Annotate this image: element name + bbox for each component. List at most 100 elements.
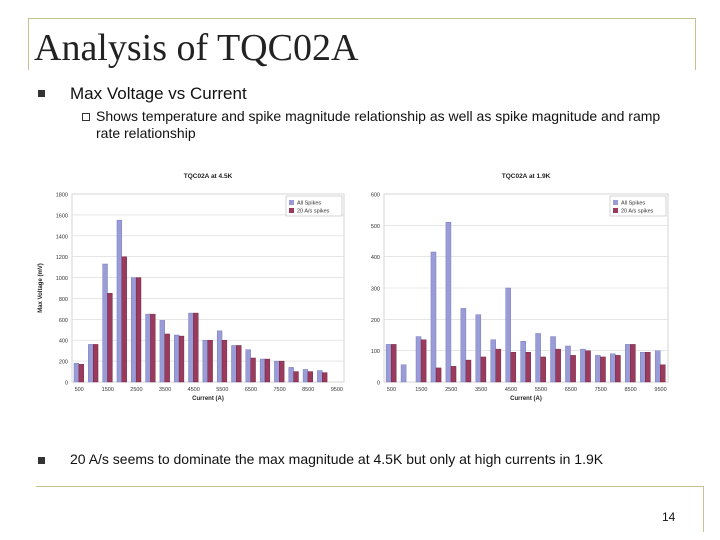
bar [131, 277, 137, 383]
bar [116, 219, 123, 383]
legend-label: 20 A/s spikes [621, 209, 654, 215]
frame-left-rule [28, 18, 29, 70]
y-tick-label: 300 [371, 287, 380, 293]
bar [430, 251, 437, 383]
bar [660, 364, 666, 383]
bar [164, 333, 170, 383]
bar [460, 308, 467, 383]
bar [495, 348, 502, 383]
bar [250, 357, 256, 383]
x-tick-label: 4500 [505, 387, 517, 393]
x-tick-label: 3500 [475, 387, 487, 393]
bar [150, 313, 156, 383]
frame-bottom-right-rule [703, 486, 704, 532]
bar [615, 355, 621, 383]
bar [585, 350, 591, 383]
bar [121, 256, 127, 383]
legend-swatch [289, 208, 294, 213]
frame-bottom-rule [36, 486, 704, 487]
bar [107, 293, 113, 383]
bar [520, 341, 526, 383]
x-tick-label: 1500 [102, 387, 114, 393]
chart-title: TQC02A at 1.9K [502, 173, 551, 180]
bar [450, 366, 457, 383]
x-tick-label: 6500 [245, 387, 257, 393]
bar [174, 334, 180, 383]
x-tick-label: 5500 [216, 387, 228, 393]
x-tick-label: 9500 [331, 387, 343, 393]
bar [465, 359, 472, 383]
x-tick-label: 2500 [130, 387, 142, 393]
bullet-text-1: Max Voltage vs Current [70, 84, 247, 103]
y-tick-label: 500 [371, 224, 380, 230]
x-tick-label: 1500 [415, 387, 427, 393]
bar [445, 222, 452, 383]
bar [221, 340, 228, 383]
bar [216, 330, 223, 383]
bar [490, 339, 497, 383]
x-tick-label: 3500 [159, 387, 171, 393]
bar [390, 344, 397, 383]
y-tick-label: 400 [371, 255, 380, 261]
bar [78, 364, 84, 383]
bar [279, 360, 285, 383]
x-axis-label: Current (A) [192, 396, 224, 402]
y-tick-label: 400 [59, 339, 68, 345]
x-tick-label: 500 [387, 387, 396, 393]
bar [322, 372, 328, 383]
x-tick-label: 5500 [535, 387, 547, 393]
bar [555, 348, 561, 383]
y-tick-label: 1600 [56, 213, 68, 219]
x-tick-label: 8500 [302, 387, 314, 393]
y-axis-label: Max Voltage (mV) [38, 263, 44, 313]
bar [274, 360, 280, 383]
y-tick-label: 0 [65, 381, 68, 387]
bar [293, 371, 299, 383]
bullet-text-2: 20 A/s seems to dominate the max magnitu… [70, 451, 604, 467]
x-axis-label: Current (A) [510, 396, 542, 402]
y-tick-label: 1000 [56, 276, 68, 282]
bar [420, 339, 427, 383]
legend-label: 20 A/s spikes [297, 209, 330, 215]
y-tick-label: 800 [59, 297, 68, 303]
bar [610, 353, 616, 383]
bar [550, 336, 556, 383]
bar [625, 344, 631, 383]
x-tick-label: 7500 [595, 387, 607, 393]
bullet-square-icon [38, 457, 45, 464]
bar [88, 344, 94, 383]
y-tick-label: 600 [59, 318, 68, 324]
bar [600, 356, 606, 383]
bar [645, 352, 651, 383]
bar [385, 344, 392, 383]
bar [630, 344, 636, 383]
x-tick-label: 500 [75, 387, 84, 393]
y-tick-label: 1400 [56, 234, 68, 240]
page-number: 14 [662, 510, 676, 524]
bullet-square-icon [38, 90, 45, 97]
bar [570, 355, 576, 383]
chart-1-9k: 0 100 200 300 400 500 600 500 1500 2500 3500 4500 55… [371, 173, 669, 402]
bar [102, 263, 108, 383]
x-tick-label: 8500 [625, 387, 637, 393]
sub-bullet-text-1: Shows temperature and spike magnitude re… [96, 108, 661, 141]
bar [639, 352, 646, 383]
frame-right-rule [695, 18, 696, 70]
legend-box [285, 195, 343, 217]
bar [475, 314, 482, 383]
legend-swatch [613, 200, 618, 205]
bar [193, 312, 199, 383]
x-tick-label: 4500 [188, 387, 200, 393]
bar [580, 348, 586, 383]
bar [159, 320, 165, 383]
bar [435, 367, 442, 383]
y-tick-label: 1800 [56, 193, 68, 199]
bar [245, 349, 251, 383]
bar [505, 287, 511, 383]
y-tick-label: 200 [59, 360, 68, 366]
y-tick-label: 100 [371, 349, 380, 355]
y-tick-label: 600 [371, 193, 380, 199]
x-tick-label: 2500 [445, 387, 457, 393]
bar [595, 355, 601, 383]
chart-4-5k: 0 200 400 600 800 1000 1200 1400 1600 1800 500 1500… [38, 173, 345, 402]
